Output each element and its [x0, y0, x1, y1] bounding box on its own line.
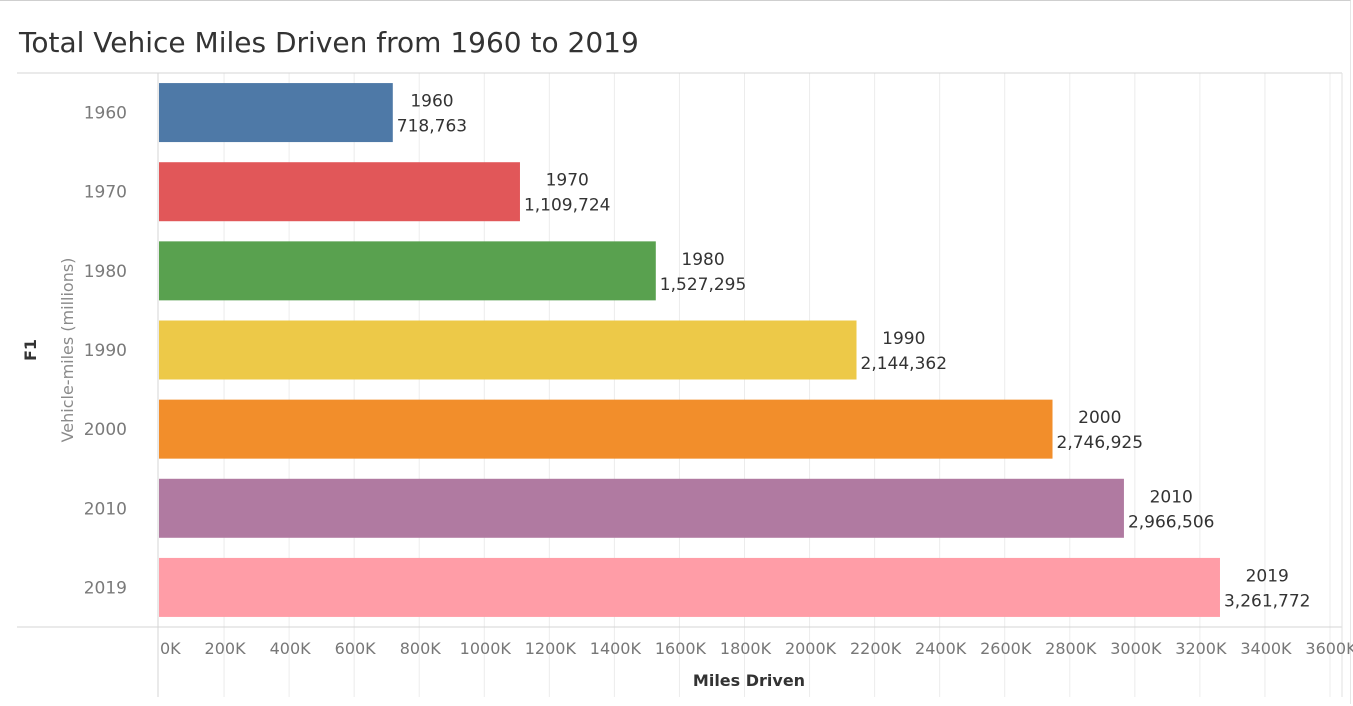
x-tick-label: 2200K — [850, 639, 902, 658]
bar — [159, 557, 1220, 617]
data-label-year: 1970 — [546, 171, 589, 191]
plot-frame — [17, 72, 1343, 697]
bar — [159, 320, 857, 380]
x-tick-label: 3600K — [1305, 639, 1353, 658]
category-label: 2000 — [84, 420, 127, 440]
bar — [159, 478, 1124, 538]
data-label-value: 2,966,506 — [1128, 512, 1215, 532]
x-tick-label: 2800K — [1045, 639, 1097, 658]
data-label-value: 3,261,772 — [1224, 591, 1311, 611]
x-tick-label: 400K — [270, 639, 312, 658]
data-label-year: 2010 — [1150, 487, 1193, 507]
category-label: 1960 — [84, 104, 127, 124]
data-labels: 1960 718,763 1970 1,109,724 1980 1,527,295 199… — [397, 92, 1311, 612]
x-tick-label: 2400K — [915, 639, 967, 658]
x-tick-label: 3400K — [1240, 639, 1292, 658]
bar — [159, 83, 393, 143]
y-axis-subtitle: Vehicle-miles (millions) — [58, 258, 77, 443]
x-tick-label: 2000K — [785, 639, 837, 658]
x-tick-label: 1800K — [720, 639, 772, 658]
bar — [159, 399, 1053, 459]
x-axis-title: Miles Driven — [693, 671, 805, 690]
bar — [159, 241, 656, 301]
x-tick-label: 1200K — [525, 639, 577, 658]
category-label: 2010 — [84, 499, 127, 519]
category-label: 1970 — [84, 183, 127, 203]
data-label-value: 2,144,362 — [861, 354, 948, 374]
data-label-value: 1,109,724 — [524, 196, 611, 216]
category-label: 2019 — [84, 578, 127, 598]
y-axis-title: F1 — [21, 339, 40, 361]
bar — [159, 162, 520, 222]
data-label-year: 2000 — [1078, 408, 1121, 428]
x-tick-label: 1400K — [590, 639, 642, 658]
category-label: 1980 — [84, 262, 127, 282]
x-tick-label: 800K — [400, 639, 442, 658]
category-label: 1990 — [84, 341, 127, 361]
data-label-year: 1960 — [410, 92, 453, 112]
x-tick-label: 0K — [160, 639, 181, 658]
x-tick-label: 600K — [335, 639, 377, 658]
data-label-value: 2,746,925 — [1057, 433, 1144, 453]
x-tick-label: 2600K — [980, 639, 1032, 658]
x-tick-label: 200K — [205, 639, 247, 658]
data-label-year: 1990 — [882, 329, 925, 349]
data-label-value: 718,763 — [397, 117, 467, 137]
category-labels: 1960 1970 1980 1990 2000 2010 2019 — [84, 104, 127, 599]
x-tick-label: 1000K — [460, 639, 512, 658]
chart-title: Total Vehice Miles Driven from 1960 to 2… — [19, 26, 639, 59]
x-tick-labels: 0K 200K 400K 600K 800K 1000K 1200K 1400K 1600K 18… — [160, 639, 1353, 658]
data-label-year: 2019 — [1246, 566, 1289, 586]
x-tick-label: 1600K — [655, 639, 707, 658]
data-label-year: 1980 — [681, 250, 724, 270]
x-tick-label: 3000K — [1110, 639, 1162, 658]
x-tick-label: 3200K — [1175, 639, 1227, 658]
bars — [159, 83, 1220, 617]
data-label-value: 1,527,295 — [660, 275, 747, 295]
